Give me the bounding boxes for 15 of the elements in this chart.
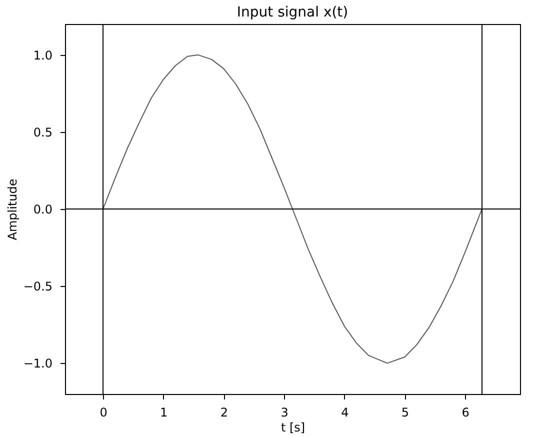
x-tick-label: 6 [462,406,470,420]
y-tick-label: 0.0 [33,202,52,216]
x-tick-label: 3 [280,406,288,420]
x-tick-label: 2 [220,406,228,420]
x-tick-label: 0 [100,406,108,420]
y-tick-label: 0.5 [33,125,52,140]
x-tick-label: 1 [160,406,168,420]
y-tick-label: −0.5 [23,280,52,294]
y-axis-title: Amplitude [5,178,20,240]
x-axis-title: t [s] [280,420,306,434]
x-tick-label: 5 [401,406,410,420]
x-tick-label: 4 [341,406,349,420]
y-tick-label: 1.0 [33,48,52,62]
y-tick-label: −1.0 [23,356,52,371]
chart-title: Input signal x(t) [236,4,348,20]
